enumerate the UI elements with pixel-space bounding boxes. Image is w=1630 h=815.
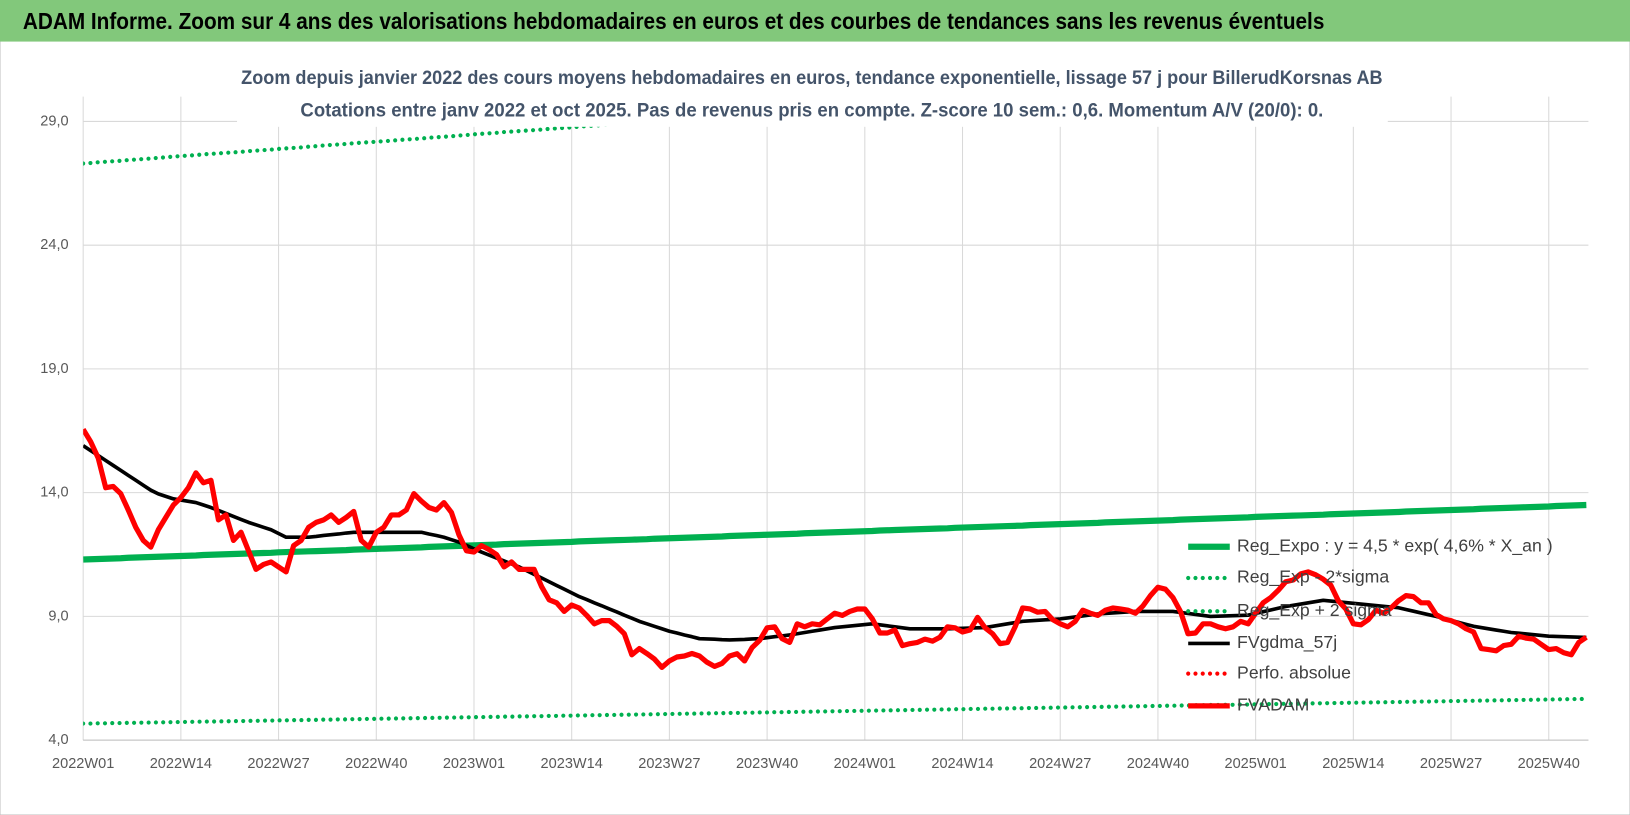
x-tick-label: 2023W14 (541, 756, 603, 772)
legend: Reg_Expo : y = 4,5 * exp( 4,6% * X_an ) R… (1186, 535, 1553, 715)
x-tick-label: 2024W27 (1029, 756, 1091, 772)
plot-lines (83, 96, 1589, 726)
x-tick-label: 2025W40 (1518, 756, 1580, 772)
y-tick-label: 14,0 (40, 485, 68, 501)
legend-label: Reg_Expo : y = 4,5 * exp( 4,6% * X_an ) (1237, 535, 1553, 556)
y-tick-label: 19,0 (40, 361, 68, 377)
y-tick-label: 24,0 (40, 237, 68, 253)
x-tick-label: 2024W40 (1127, 756, 1189, 772)
x-tick-label: 2023W27 (638, 756, 700, 772)
x-tick-label: 2022W27 (247, 756, 309, 772)
title-box (237, 60, 1388, 127)
x-tick-label: 2022W14 (150, 756, 212, 772)
x-tick-label: 2022W01 (52, 756, 114, 772)
series-line (83, 427, 1588, 670)
x-tick-label: 2025W14 (1322, 756, 1384, 772)
legend-label: Reg_Exp + 2 sigma (1237, 600, 1392, 621)
x-tick-label: 2024W01 (834, 756, 896, 772)
series-line (83, 696, 1589, 726)
x-tick-label: 2025W01 (1224, 756, 1286, 772)
x-tick-label: 2025W27 (1420, 756, 1482, 772)
legend-label: Reg_Exp - 2*sigma (1237, 567, 1389, 588)
x-tick-label: 2023W01 (443, 756, 505, 772)
header-title: ADAM Informe. Zoom sur 4 ans des valoris… (23, 8, 1325, 34)
y-tick-label: 4,0 (48, 732, 68, 748)
y-tick-label: 9,0 (48, 608, 68, 624)
legend-label: FVgdma_57j (1237, 632, 1337, 653)
x-tick-label: 2024W14 (931, 756, 993, 772)
chart-title: Zoom depuis janvier 2022 des cours moyen… (241, 67, 1382, 89)
header-bar (0, 0, 1630, 42)
chart-subtitle: Cotations entre janv 2022 et oct 2025. P… (300, 99, 1323, 121)
legend-label: FVADAM (1237, 695, 1309, 715)
series-line (83, 501, 1587, 563)
x-tick-label: 2022W40 (345, 756, 407, 772)
grid: 4,0 9,0 14,0 19,0 24,0 29,0 2022W01 2022W14 2022… (40, 96, 1589, 772)
legend-label: Perfo. absolue (1237, 662, 1351, 682)
x-tick-label: 2023W40 (736, 756, 798, 772)
y-tick-label: 29,0 (40, 113, 68, 129)
